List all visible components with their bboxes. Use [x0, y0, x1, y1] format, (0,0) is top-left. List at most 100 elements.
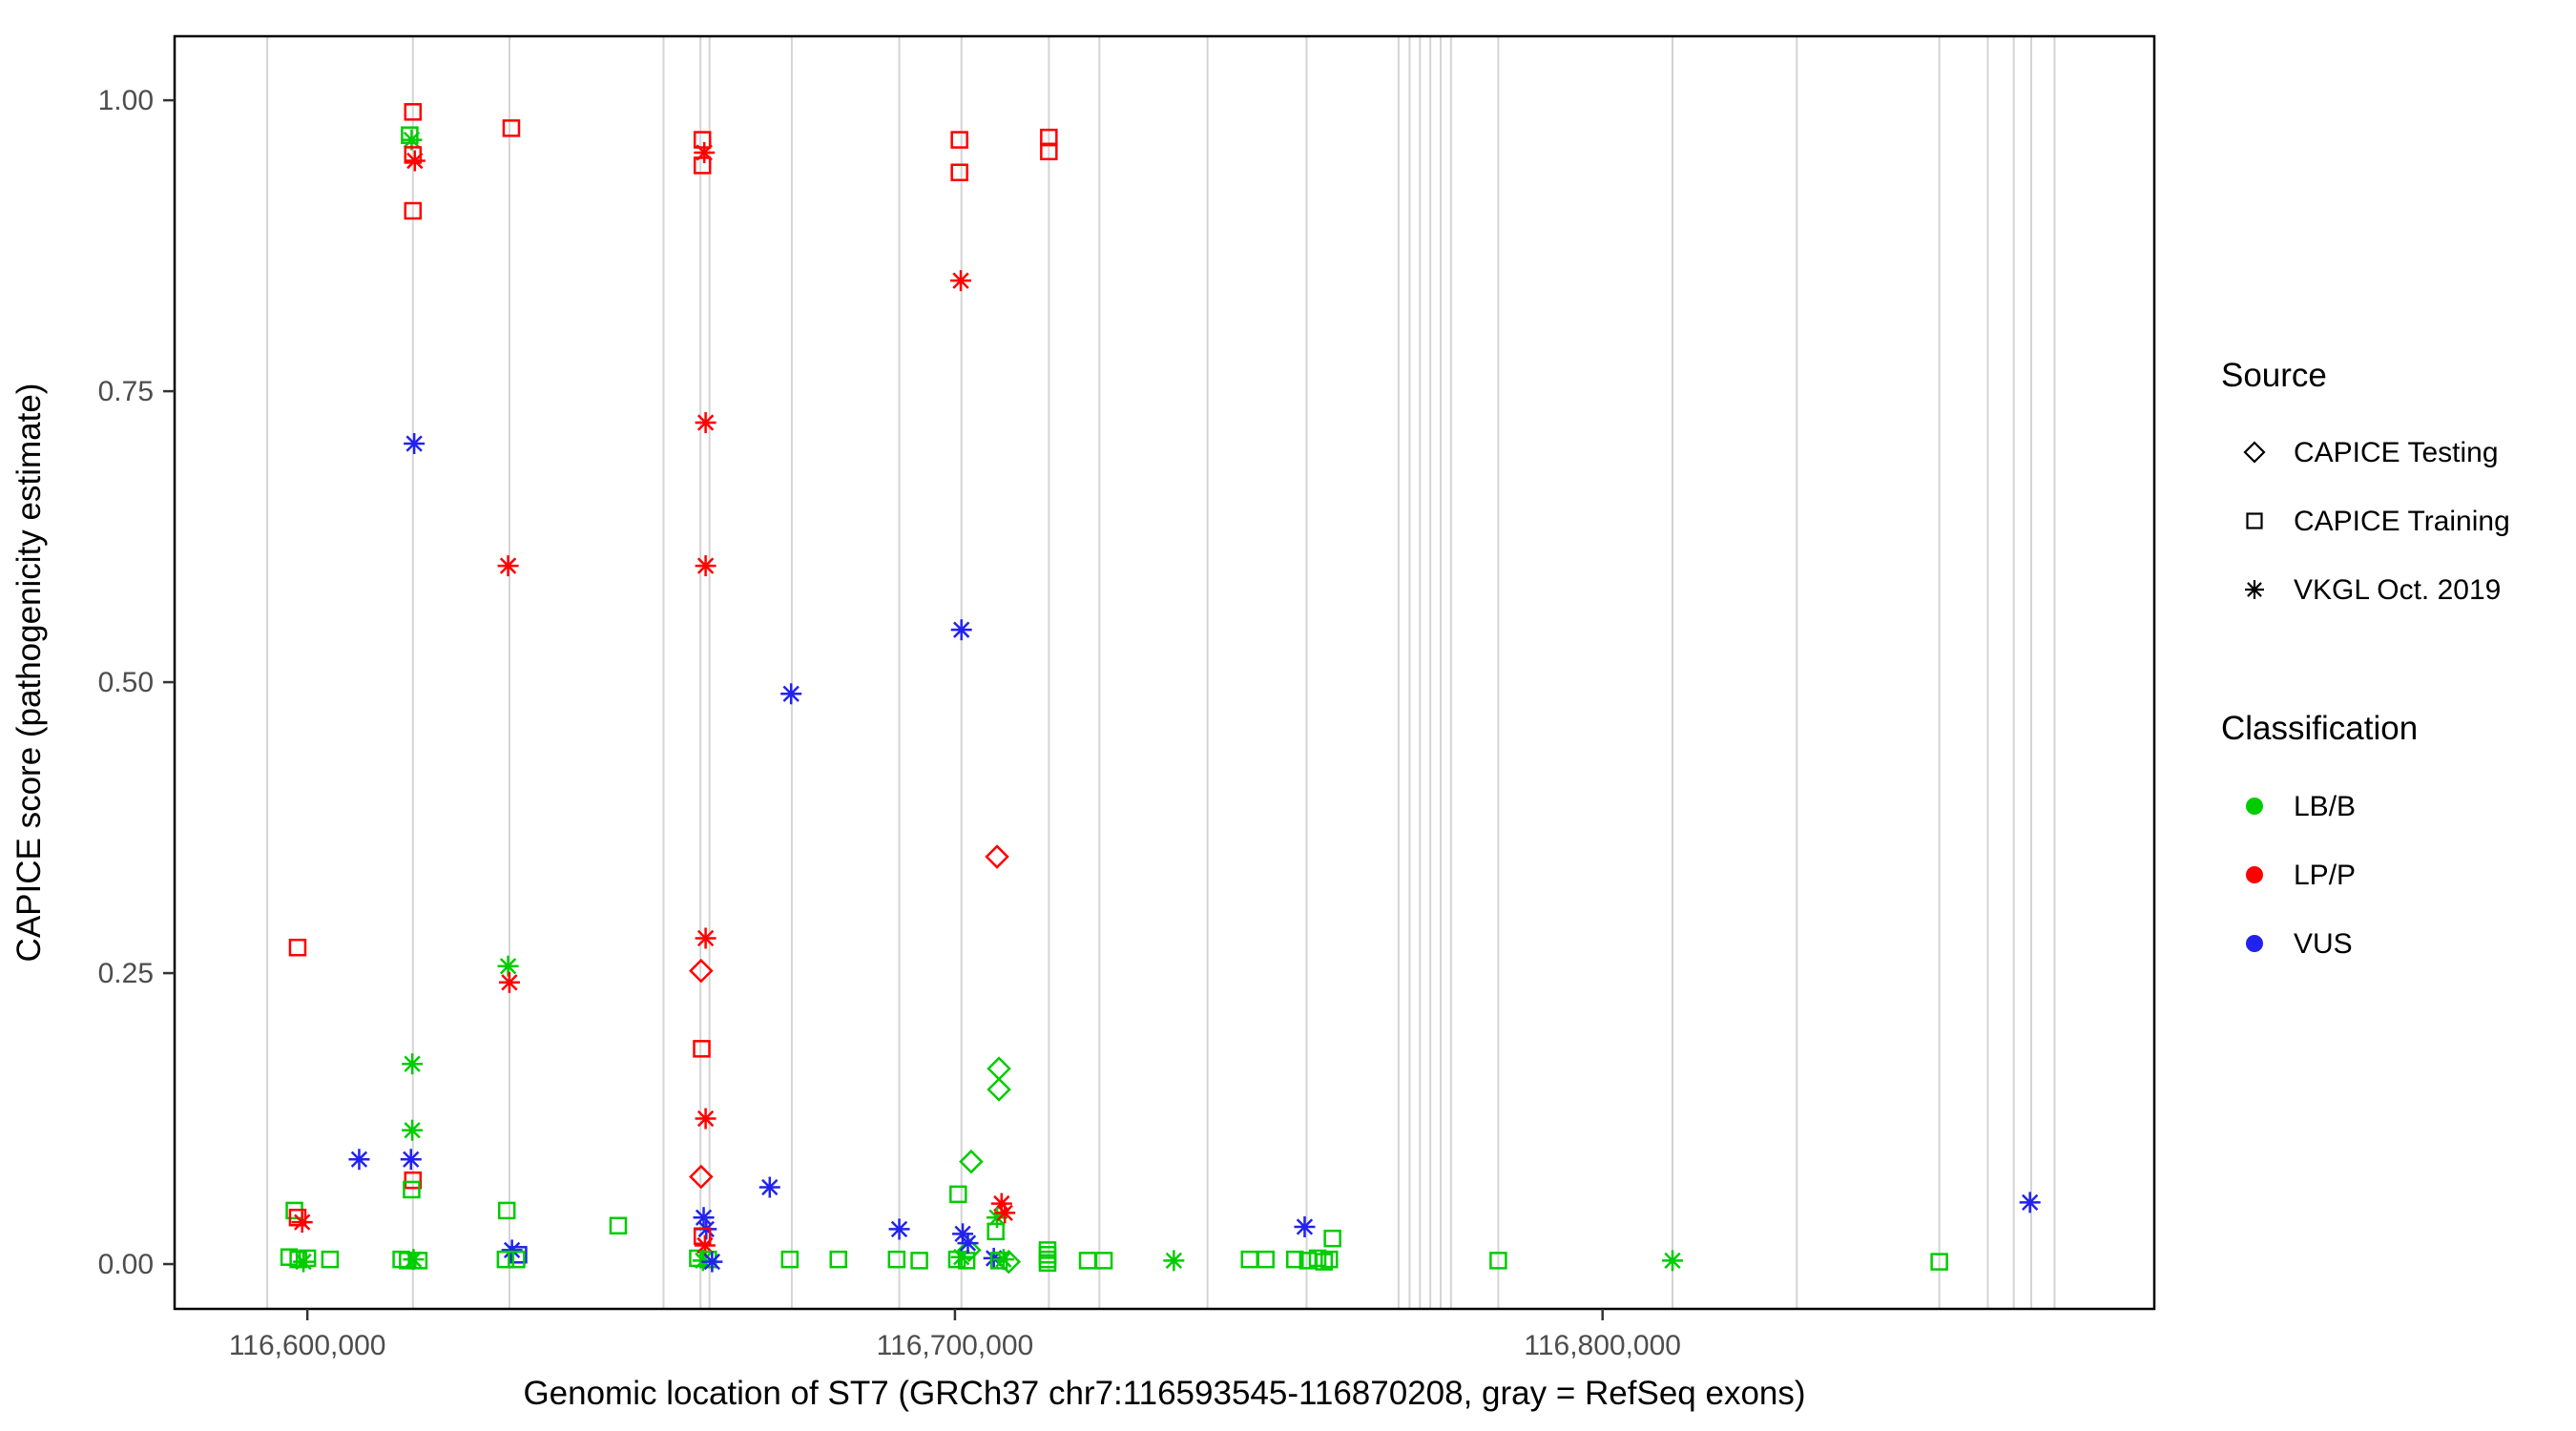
legend-item-label: VUS [2294, 928, 2353, 960]
legend-color-dot [2246, 798, 2263, 815]
x-axis: 116,600,000 116,700,000 116,800,000 Genomic… [229, 1309, 1806, 1412]
point-vkgl [498, 971, 520, 993]
point-vkgl [695, 412, 717, 434]
point-vkgl [2019, 1192, 2041, 1213]
legend-item-diamond: CAPICE Testing [2243, 437, 2499, 468]
point-training [298, 1249, 317, 1268]
legend-item-label: CAPICE Training [2294, 506, 2510, 537]
point-vkgl [758, 1176, 780, 1198]
x-tick-label: 116,800,000 [1524, 1330, 1681, 1361]
point-testing [957, 1237, 982, 1263]
exon-lines [266, 36, 2056, 1309]
point-vkgl [957, 1233, 979, 1255]
point-training [1489, 1252, 1507, 1270]
y-axis-title: CAPICE score (pathogenicity estimate) [10, 384, 48, 963]
point-training [321, 1250, 340, 1269]
point-training [502, 119, 521, 137]
point-testing [959, 1149, 984, 1174]
point-training [693, 1040, 711, 1058]
data-points [280, 103, 2041, 1275]
panel-border [173, 34, 2156, 1311]
point-testing [985, 844, 1009, 869]
point-vkgl [400, 1149, 422, 1171]
x-tick-label: 116,600,000 [229, 1330, 386, 1361]
point-training [404, 1171, 423, 1190]
legend-item-label: VKGL Oct. 2019 [2294, 574, 2501, 606]
legend-item-label: LP/P [2294, 860, 2356, 891]
point-training [1323, 1229, 1341, 1248]
point-testing [689, 958, 714, 984]
point-training [609, 1216, 628, 1235]
point-training [957, 1252, 976, 1270]
legend-item-square: CAPICE Training [2246, 506, 2510, 537]
legend-color-dot [2246, 935, 2263, 952]
point-vkgl [1661, 1250, 1683, 1272]
point-training [693, 156, 712, 175]
point-testing [987, 1077, 1011, 1102]
point-vkgl [994, 1202, 1016, 1224]
point-training [288, 938, 307, 957]
point-training [404, 201, 423, 220]
point-vkgl [701, 1251, 723, 1273]
point-training [1040, 128, 1058, 147]
point-training [950, 131, 968, 149]
point-vkgl [1294, 1215, 1316, 1237]
x-axis-title: Genomic location of ST7 (GRCh37 chr7:116… [523, 1375, 1805, 1412]
point-training [496, 1250, 515, 1269]
legend-source: Source CAPICE Testing CAPICE Training VKGL … [2221, 357, 2510, 606]
point-training [949, 1185, 967, 1204]
legend-item-class: LB/B [2246, 791, 2356, 822]
point-training [887, 1250, 906, 1269]
legend-item-label: CAPICE Testing [2294, 437, 2499, 468]
point-training [780, 1250, 800, 1269]
point-vkgl [404, 432, 426, 454]
plot-panel [175, 36, 2154, 1309]
point-training [1094, 1252, 1113, 1270]
point-vkgl [695, 927, 717, 949]
point-training [1286, 1250, 1304, 1269]
point-training [497, 1201, 516, 1220]
point-vkgl [695, 1108, 717, 1130]
point-vkgl [497, 555, 519, 577]
point-training [508, 1250, 526, 1269]
legend-classification: Classification LB/B LP/P VUS [2221, 710, 2418, 960]
point-vkgl [1163, 1250, 1185, 1272]
point-training [409, 1252, 428, 1270]
y-tick-label: 0.25 [98, 958, 154, 989]
y-tick-label: 0.50 [98, 667, 154, 698]
point-vkgl [888, 1218, 910, 1240]
legend-color-dot [2246, 866, 2263, 883]
point-training [950, 163, 968, 181]
point-vkgl [402, 1119, 424, 1141]
point-training [1930, 1253, 1948, 1271]
y-tick-label: 0.75 [98, 376, 154, 407]
point-training [1319, 1250, 1339, 1269]
point-vkgl [693, 1207, 715, 1229]
point-vkgl [695, 555, 717, 577]
point-vkgl [404, 150, 426, 172]
point-vkgl [402, 1053, 424, 1075]
legend-item-asterisk: VKGL Oct. 2019 [2245, 574, 2501, 606]
y-tick-label: 1.00 [98, 85, 154, 116]
point-vkgl [780, 683, 802, 705]
point-vkgl [291, 1212, 313, 1234]
point-training [280, 1248, 299, 1266]
point-training [1315, 1253, 1334, 1271]
point-training [404, 103, 423, 121]
point-vkgl [348, 1149, 370, 1171]
point-vkgl [293, 1251, 315, 1273]
point-training [403, 1180, 421, 1199]
point-testing [689, 1164, 714, 1190]
x-tick-label: 116,700,000 [877, 1330, 1034, 1361]
point-training [829, 1250, 847, 1269]
point-vkgl [694, 141, 716, 163]
point-training [987, 1222, 1005, 1241]
legend-item-label: LB/B [2294, 791, 2356, 822]
point-vkgl [950, 270, 972, 292]
point-vkgl [950, 619, 972, 641]
point-training [1038, 1254, 1057, 1273]
legend-classification-title: Classification [2221, 710, 2418, 747]
y-tick-label: 0.00 [98, 1249, 154, 1280]
legend-item-class: LP/P [2246, 860, 2356, 891]
